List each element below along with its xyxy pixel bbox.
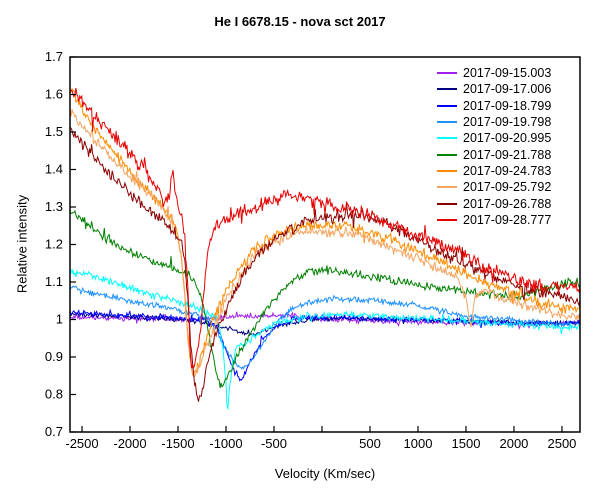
x-tick-label: -1500 bbox=[161, 436, 194, 451]
chart-title: He I 6678.15 - nova sct 2017 bbox=[214, 14, 386, 29]
legend-item: 2017-09-18.799 bbox=[437, 98, 551, 114]
legend-item: 2017-09-28.777 bbox=[437, 212, 551, 228]
legend-label: 2017-09-19.798 bbox=[463, 115, 552, 130]
legend-label: 2017-09-28.777 bbox=[463, 212, 552, 227]
y-tick-label: 1.3 bbox=[45, 199, 63, 214]
legend-swatch bbox=[437, 186, 457, 189]
series-line bbox=[70, 209, 580, 389]
legend-label: 2017-09-15.003 bbox=[463, 66, 552, 81]
legend-swatch bbox=[437, 169, 457, 172]
series-line bbox=[70, 87, 580, 376]
legend-item: 2017-09-21.788 bbox=[437, 146, 551, 162]
legend-label: 2017-09-21.788 bbox=[463, 147, 552, 162]
y-tick-label: 1.7 bbox=[45, 49, 63, 64]
x-tick-label: 500 bbox=[359, 436, 381, 451]
x-tick-label: -1000 bbox=[209, 436, 242, 451]
legend-swatch bbox=[437, 137, 457, 140]
legend-item: 2017-09-17.006 bbox=[437, 81, 551, 97]
x-tick-label: 1500 bbox=[452, 436, 481, 451]
x-tick-label: -2000 bbox=[113, 436, 146, 451]
legend-item: 2017-09-25.792 bbox=[437, 179, 551, 195]
series-line bbox=[70, 88, 580, 369]
y-tick-label: 1.4 bbox=[45, 162, 63, 177]
y-tick-label: 1.2 bbox=[45, 237, 63, 252]
legend-swatch bbox=[437, 121, 457, 124]
legend-label: 2017-09-17.006 bbox=[463, 82, 552, 97]
legend-swatch bbox=[437, 202, 457, 205]
series-line bbox=[70, 109, 580, 378]
legend-item: 2017-09-24.783 bbox=[437, 163, 551, 179]
y-tick-label: 1.6 bbox=[45, 87, 63, 102]
y-tick-label: 0.8 bbox=[45, 387, 63, 402]
legend-label: 2017-09-18.799 bbox=[463, 98, 552, 113]
x-axis-label: Velocity (Km/sec) bbox=[274, 466, 376, 481]
legend-label: 2017-09-20.995 bbox=[463, 131, 552, 146]
legend-swatch bbox=[437, 104, 457, 107]
y-tick-label: 0.7 bbox=[45, 424, 63, 439]
y-tick-label: 0.9 bbox=[45, 349, 63, 364]
x-tick-label: -500 bbox=[261, 436, 287, 451]
legend-item: 2017-09-19.798 bbox=[437, 114, 551, 130]
x-tick-label: 1000 bbox=[404, 436, 433, 451]
legend-swatch bbox=[437, 72, 457, 75]
x-tick-label: -2500 bbox=[65, 436, 98, 451]
y-tick-label: 1 bbox=[56, 312, 63, 327]
legend-item: 2017-09-15.003 bbox=[437, 65, 551, 81]
legend-item: 2017-09-20.995 bbox=[437, 130, 551, 146]
series-line bbox=[70, 285, 580, 370]
legend-label: 2017-09-25.792 bbox=[463, 180, 552, 195]
series-line bbox=[70, 268, 580, 410]
legend-label: 2017-09-26.788 bbox=[463, 196, 552, 211]
legend-label: 2017-09-24.783 bbox=[463, 163, 552, 178]
x-tick-label: 2000 bbox=[499, 436, 528, 451]
legend-swatch bbox=[437, 88, 457, 91]
legend-swatch bbox=[437, 153, 457, 156]
legend-swatch bbox=[437, 218, 457, 221]
y-tick-label: 1.1 bbox=[45, 274, 63, 289]
legend: 2017-09-15.003 2017-09-17.006 2017-09-18.7… bbox=[437, 65, 551, 228]
legend-item: 2017-09-26.788 bbox=[437, 195, 551, 211]
y-tick-label: 1.5 bbox=[45, 124, 63, 139]
x-tick-label: 2500 bbox=[547, 436, 576, 451]
